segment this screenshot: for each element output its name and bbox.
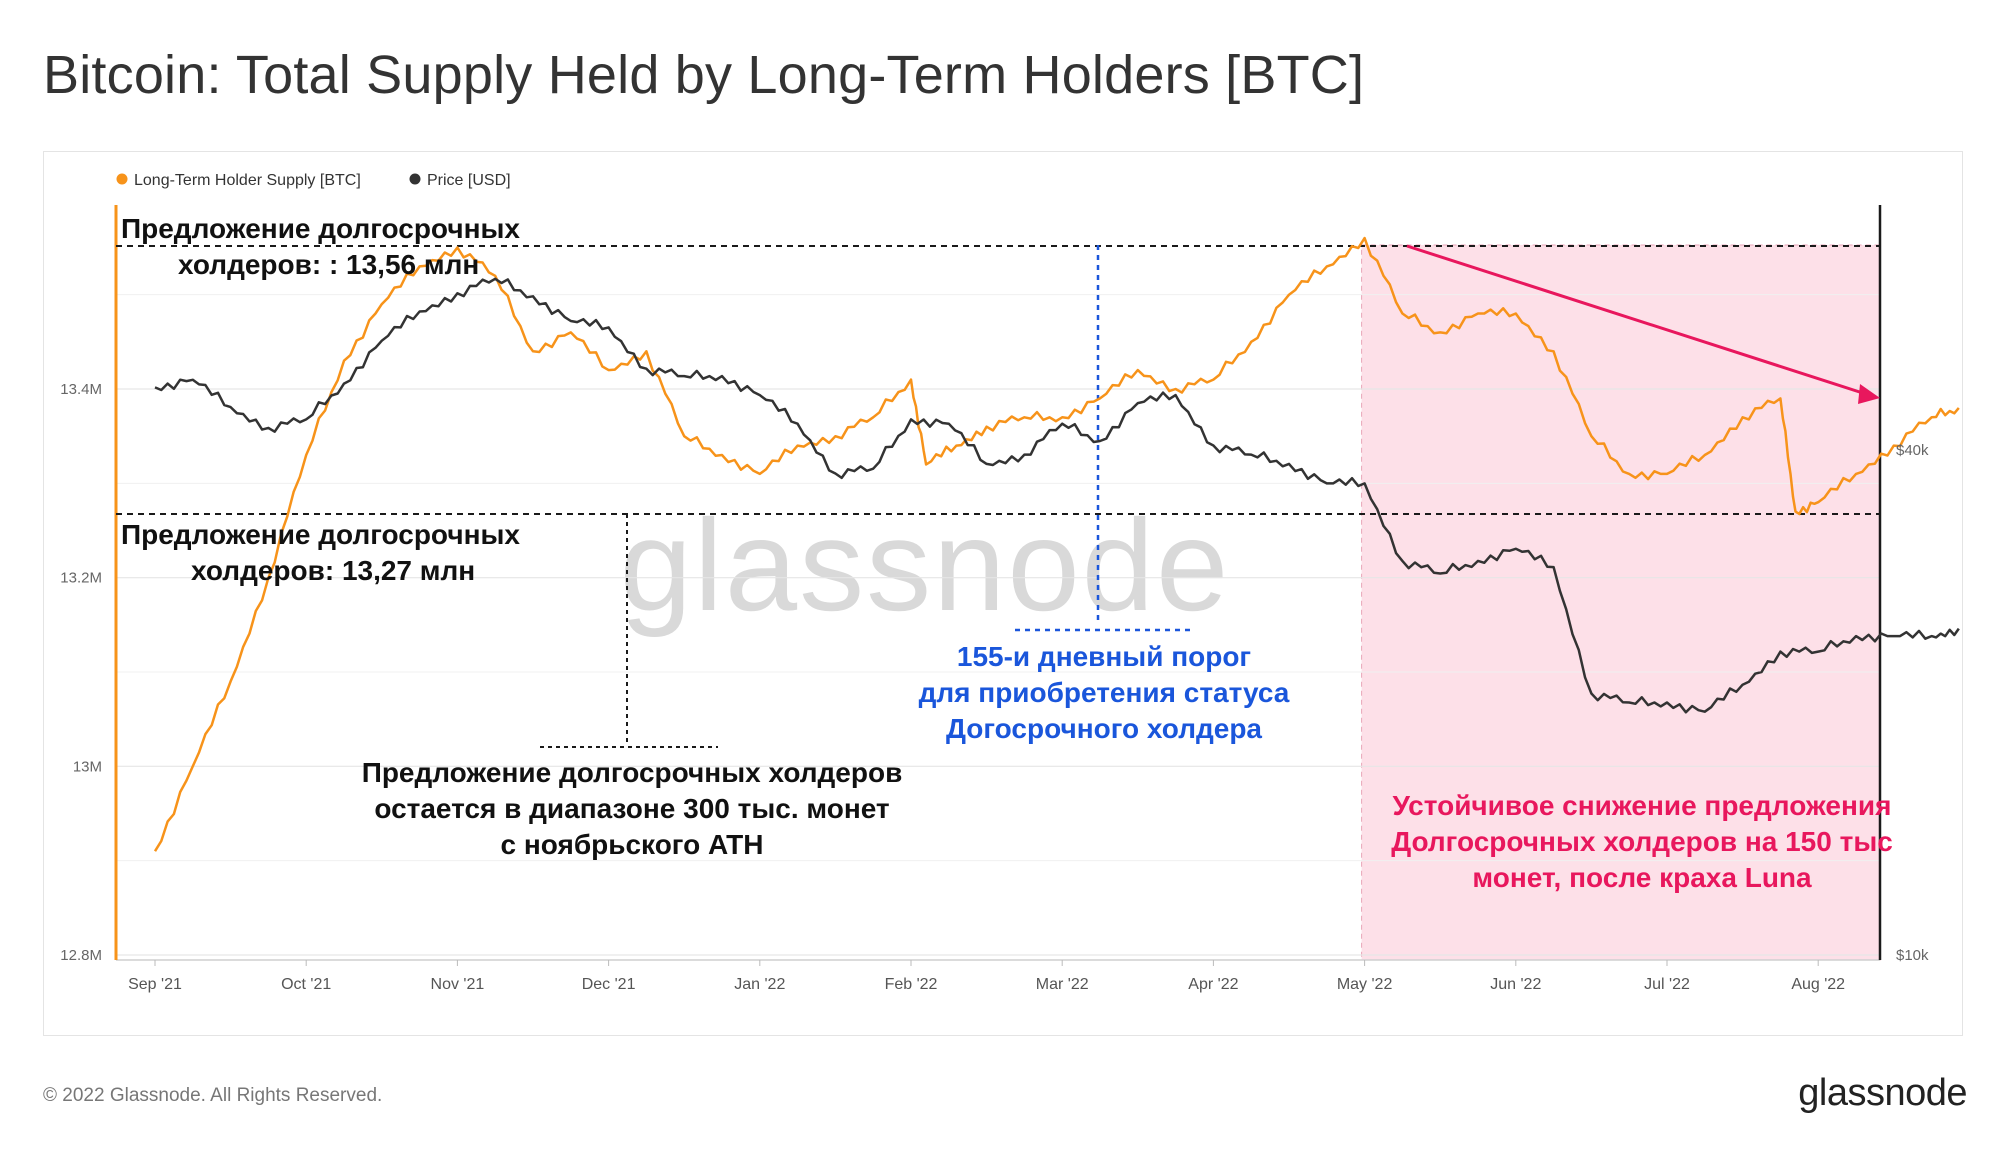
y-axis-left-ticks: 12.8M 13M 13.2M 13.4M	[60, 381, 102, 964]
chart-frame	[43, 151, 1963, 1036]
x-tick-label: Aug '22	[1791, 976, 1845, 993]
annotation-range-line3: с ноябрьского ATH	[501, 829, 764, 860]
luna-crash-highlight	[1361, 244, 1881, 961]
watermark: glassnode	[620, 492, 1231, 638]
x-axis-ticks: Sep '21 Oct '21 Nov '21 Dec '21 Jan '22 Feb '…	[128, 960, 1845, 993]
x-tick-label: Sep '21	[128, 976, 182, 993]
annotation-decline-line3: монет, после краха Luna	[1472, 862, 1812, 893]
y-left-tick-label: 12.8M	[60, 947, 102, 964]
glassnode-logo[interactable]: glassnode	[1798, 1072, 1967, 1114]
annotation-threshold-line3: Догосрочного холдера	[946, 713, 1262, 744]
x-tick-label: Jun '22	[1490, 976, 1541, 993]
x-tick-label: Apr '22	[1188, 976, 1238, 993]
x-tick-label: Jan '22	[734, 976, 785, 993]
legend-label-price: Price [USD]	[427, 172, 511, 189]
annotation-range-line2: остается в диапазоне 300 тыс. монет	[374, 793, 889, 824]
x-tick-label: Feb '22	[885, 976, 938, 993]
series-line-price	[154, 277, 1960, 714]
gridlines	[116, 294, 1880, 956]
x-tick-label: Oct '21	[281, 976, 331, 993]
y-left-tick-label: 13.2M	[60, 570, 102, 587]
legend-label-lth: Long-Term Holder Supply [BTC]	[134, 172, 361, 189]
decline-arrowhead	[1858, 384, 1880, 404]
y-right-tick-label: $10k	[1896, 947, 1929, 964]
y-right-tick-label: $40k	[1896, 442, 1929, 459]
annotation-decline-line1: Устойчивое снижение предложения	[1393, 790, 1892, 821]
x-tick-label: Jul '22	[1644, 976, 1690, 993]
y-left-tick-label: 13M	[73, 758, 102, 775]
annotation-decline-line2: Долгосрочных холдеров на 150 тыс	[1391, 826, 1893, 857]
series-line-lth-supply	[153, 236, 1960, 852]
annotation-bottom-line1: Предложение долгосрочных	[121, 519, 520, 550]
decline-arrow	[1406, 244, 1873, 398]
y-left-tick-label: 13.4M	[60, 381, 102, 398]
annotation-range-line1: Предложение долгосрочных холдеров	[362, 757, 903, 788]
x-tick-label: Nov '21	[431, 976, 485, 993]
legend-dot-lth	[116, 173, 128, 185]
x-tick-label: Mar '22	[1036, 976, 1089, 993]
legend-dot-price	[409, 173, 421, 185]
annotation-threshold-line2: для приобретения статуса	[919, 677, 1290, 708]
annotation-bottom-line2: холдеров: 13,27 млн	[191, 555, 475, 586]
annotation-top-line2: холдеров: : 13,56 млн	[178, 249, 479, 280]
annotation-top-line1: Предложение долгосрочных	[121, 213, 520, 244]
annotation-threshold-line1: 155-и дневный порог	[957, 641, 1251, 672]
legend: Long-Term Holder Supply [BTC] Price [USD…	[116, 172, 511, 189]
x-tick-label: Dec '21	[582, 976, 636, 993]
page-title: Bitcoin: Total Supply Held by Long-Term …	[43, 45, 1365, 105]
x-tick-label: May '22	[1337, 976, 1393, 993]
y-axis-right-ticks: $10k $40k	[1896, 442, 1929, 964]
copyright: © 2022 Glassnode. All Rights Reserved.	[43, 1085, 383, 1106]
